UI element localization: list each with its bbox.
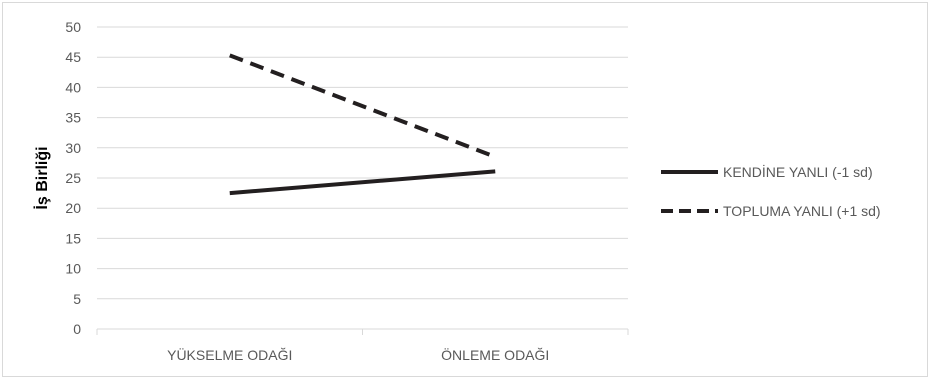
- x-tick-label: YÜKSELME ODAĞI: [167, 346, 292, 363]
- y-axis-title: İş Birliği: [33, 146, 51, 209]
- legend-label: TOPLUMA YANLI (+1 sd): [723, 203, 881, 219]
- series-line-dashed: [229, 53, 496, 159]
- y-tick-label: 5: [73, 291, 81, 307]
- x-axis: [96, 328, 629, 335]
- series-line-solid: [229, 169, 496, 196]
- y-tick-label: 20: [65, 200, 81, 216]
- x-tick-label: ÖNLEME ODAĞI: [441, 346, 549, 363]
- legend: KENDİNE YANLI (-1 sd) TOPLUMA YANLI (+1 s…: [661, 163, 881, 219]
- legend-label: KENDİNE YANLI (-1 sd): [723, 163, 873, 180]
- y-tick-label: 40: [65, 79, 81, 95]
- gridlines: [97, 26, 628, 300]
- y-axis-ticks: 0 5 10 15 20 25 30 35 40 45 50: [65, 19, 81, 337]
- y-tick-label: 35: [65, 110, 81, 126]
- series-lines: [229, 53, 496, 196]
- x-axis-ticks: YÜKSELME ODAĞI ÖNLEME ODAĞI: [167, 346, 549, 363]
- y-tick-label: 25: [65, 170, 81, 186]
- chart-frame: [2, 2, 928, 377]
- y-tick-label: 15: [65, 230, 81, 246]
- y-tick-label: 10: [65, 261, 81, 277]
- y-tick-label: 45: [65, 49, 81, 65]
- y-tick-label: 0: [73, 321, 81, 337]
- y-tick-label: 50: [65, 19, 81, 35]
- y-tick-label: 30: [65, 140, 81, 156]
